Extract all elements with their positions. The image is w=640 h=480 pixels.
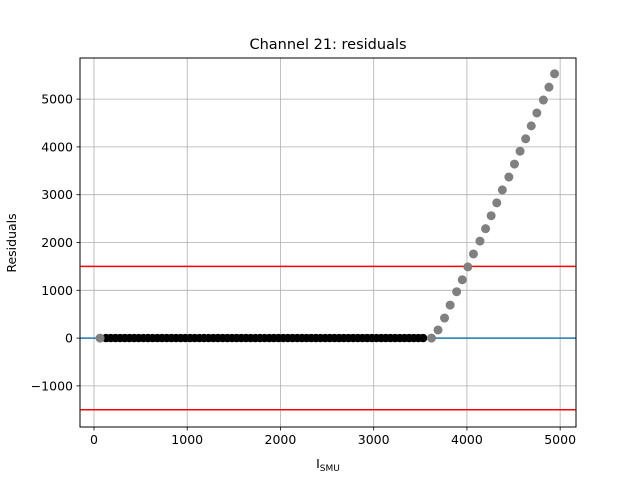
accepted-point [418,333,428,343]
y-tick-label: 1000 [41,283,73,298]
rejected-point [463,262,473,272]
rejected-point [550,69,560,79]
x-axis-label-subscript: SMU [320,464,340,474]
rejected-point [426,333,436,343]
rejected-point [532,108,542,118]
rejected-point [481,224,491,234]
rejected-point [538,95,548,105]
x-tick-label: 0 [90,432,98,447]
chart-title: Channel 21: residuals [249,37,406,53]
rejected-point [526,121,536,131]
rejected-point [475,236,485,246]
rejected-point [515,146,525,156]
data-points [95,69,560,343]
rejected-point [504,172,514,182]
rejected-point [433,325,443,335]
rejected-point [457,275,467,285]
y-tick-label: 0 [65,331,73,346]
rejected-point [468,249,478,259]
rejected-point [497,185,507,195]
y-axis-label: Residuals [4,213,19,272]
y-tick-label: 4000 [41,139,73,154]
x-axis-label-main: I [316,456,320,471]
x-tick-label: 2000 [265,432,297,447]
x-tick-label: 3000 [358,432,390,447]
y-tick-label: 3000 [41,187,73,202]
y-tick-label: 5000 [41,92,73,107]
rejected-point [509,159,519,169]
rejected-point [452,287,462,297]
x-axis-ticks: 0 1000 2000 3000 4000 5000 [90,427,576,447]
y-tick-label: 2000 [41,235,73,250]
rejected-point [486,211,496,221]
rejected-point [95,333,105,343]
grid [80,58,576,427]
y-axis-ticks: −1000 0 1000 2000 3000 4000 5000 [31,92,80,393]
rejected-point [445,300,455,310]
y-tick-label: −1000 [31,378,73,393]
x-tick-label: 1000 [171,432,203,447]
rejected-point [521,134,531,144]
rejected-point [492,198,502,208]
rejected-point [544,82,554,92]
x-tick-label: 4000 [451,432,483,447]
x-tick-label: 5000 [544,432,576,447]
rejected-point [440,313,450,323]
x-axis-label: ISMU [316,456,340,474]
